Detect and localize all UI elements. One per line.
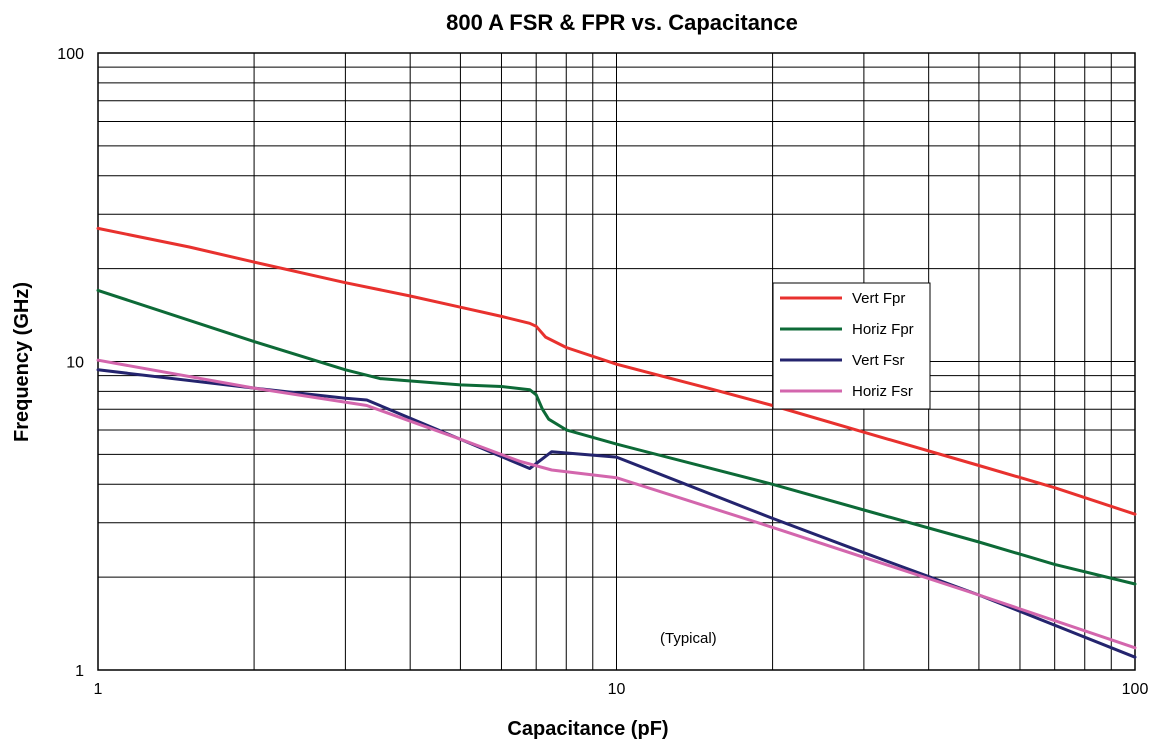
x-axis-label: Capacitance (pF) (507, 718, 668, 740)
legend-label-horiz-fsr: Horiz Fsr (852, 383, 913, 400)
series-line-horiz-fsr (96, 358, 1137, 650)
y-tick-label: 10 (66, 355, 84, 372)
chart-title: 800 A FSR & FPR vs. Capacitance (446, 10, 798, 35)
series-line-vert-fpr (96, 226, 1137, 516)
x-tick-label: 1 (94, 681, 103, 698)
typical-annotation: (Typical) (660, 630, 717, 647)
y-tick-label: 100 (57, 46, 84, 63)
tick-labels: 1 10 100 1 10 100 (57, 46, 1148, 698)
y-tick-label: 1 (75, 663, 84, 680)
grid (97, 52, 1136, 671)
legend-label-vert-fpr: Vert Fpr (852, 290, 905, 307)
legend-label-horiz-fpr: Horiz Fpr (852, 321, 914, 338)
y-axis-label: Frequency (GHz) (11, 282, 33, 442)
legend: Vert Fpr Horiz Fpr Vert Fsr Horiz Fsr (772, 282, 931, 410)
series-line-vert-fsr (96, 368, 1137, 659)
x-tick-label: 100 (1122, 681, 1149, 698)
series-line-horiz-fpr (96, 288, 1137, 586)
legend-box (772, 282, 931, 410)
legend-label-vert-fsr: Vert Fsr (852, 352, 905, 369)
x-tick-label: 10 (608, 681, 626, 698)
series-lines (96, 226, 1137, 659)
